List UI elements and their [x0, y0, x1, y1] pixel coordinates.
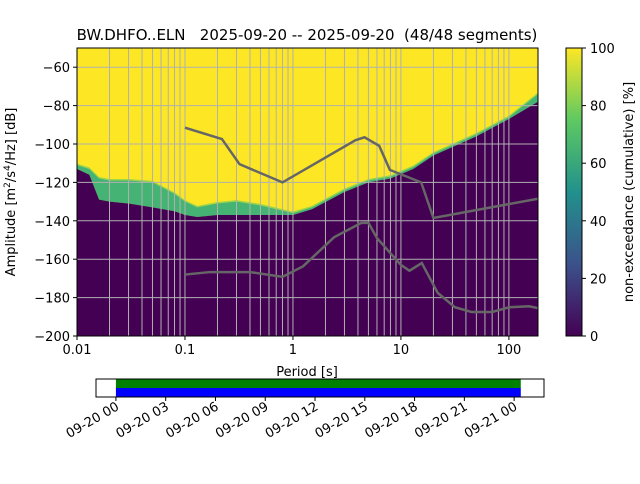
- time-tick-label: 09-20 12: [263, 399, 321, 441]
- time-tick-label: 09-20 18: [362, 399, 420, 441]
- y-tick-label: −200: [34, 330, 70, 345]
- time-tick-label: 09-20 15: [313, 399, 371, 441]
- time-tick-label: 09-20 06: [163, 399, 221, 441]
- plot-frame: [76, 47, 539, 337]
- x-tick-label: 10: [393, 343, 410, 358]
- x-tick-label: 0.01: [63, 343, 92, 358]
- x-tick-label: 0.1: [175, 343, 196, 358]
- y-tick-label: −140: [34, 215, 70, 230]
- ppsd-low-percentile-region: [77, 101, 538, 336]
- time-tick-label: 09-20 09: [213, 399, 271, 441]
- y-tick-label: −80: [43, 100, 70, 115]
- y-tick-label: −60: [43, 61, 70, 76]
- colorbar-tick-label: 80: [590, 100, 607, 115]
- noise-model-nlnm: [184, 221, 539, 314]
- y-tick-label: −100: [34, 138, 70, 153]
- available-data-bar: [115, 388, 521, 397]
- colorbar-tick-label: 0: [590, 330, 598, 345]
- time-tick-label: 09-20 00: [64, 399, 122, 441]
- ppsd-plot-area: 0.01 0.1 1 10 100 −60 −80 −100 −120 −140 −160 −180 −…: [34, 47, 539, 358]
- noise-model-nhnm: [184, 126, 539, 220]
- time-tick-label: 09-20 03: [114, 399, 172, 441]
- x-tick-label: 1: [289, 343, 297, 358]
- colorbar-gradient: [565, 47, 583, 337]
- chart-title: BW.DHFO..ELN 2025-09-20 -- 2025-09-20 (4…: [77, 26, 538, 44]
- time-tick-label: 09-20 21: [412, 399, 470, 441]
- y-tick-label: −120: [34, 176, 70, 191]
- colorbar: 0 20 40 60 80 100: [565, 42, 615, 345]
- x-axis-label: Period [s]: [276, 365, 338, 380]
- colorbar-label: non-exceedance (cumulative) [%]: [622, 82, 637, 302]
- y-tick-label: −160: [34, 253, 70, 268]
- y-axis-label: Amplitude [m2/s4/Hz] [dB]: [3, 108, 19, 277]
- y-tick-label: −180: [34, 292, 70, 307]
- x-tick-label: 100: [496, 343, 521, 358]
- processed-data-bar: [115, 379, 521, 388]
- time-tick-label: 09-21 00: [462, 399, 520, 441]
- colorbar-tick-label: 20: [590, 272, 607, 287]
- colorbar-tick-label: 60: [590, 157, 607, 172]
- colorbar-tick-label: 40: [590, 215, 607, 230]
- time-bar-frame: [95, 378, 545, 398]
- colorbar-tick-label: 100: [590, 42, 615, 57]
